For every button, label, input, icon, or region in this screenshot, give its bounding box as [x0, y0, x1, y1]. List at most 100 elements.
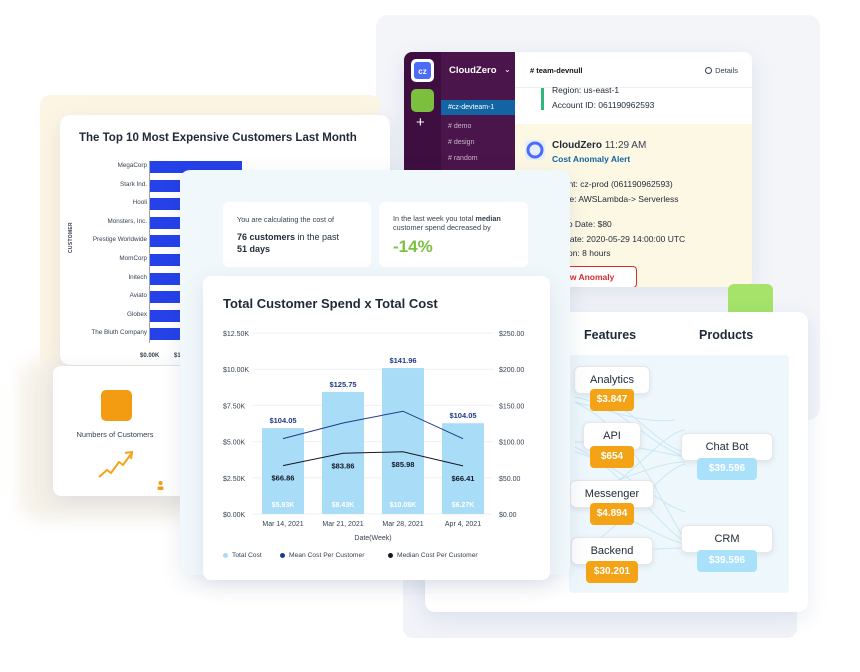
message-time[interactable]: 11:29 AM — [604, 140, 647, 151]
sender-name[interactable]: CloudZero — [552, 140, 602, 151]
right-tick-label: $50.00 — [499, 476, 521, 483]
legend-swatch — [388, 552, 393, 558]
customer-label: Prestige Worldwide — [92, 236, 147, 244]
legend-mean-cost[interactable]: Mean Cost Per Customer — [280, 552, 364, 559]
sidebar-channel-random[interactable]: # random — [448, 155, 478, 162]
right-tick-label: $250.00 — [499, 331, 524, 338]
x-tick-label: Mar 28, 2021 — [382, 521, 423, 528]
left-tick-label: $5.00K — [223, 440, 246, 447]
total-cost-bar[interactable] — [262, 428, 304, 514]
mean-cost-label: $125.75 — [329, 380, 356, 389]
legend-label: Total Cost — [232, 552, 262, 559]
product-chat-bot[interactable]: Chat Bot — [681, 433, 773, 461]
median-spend-stat: In the last week you total median custom… — [379, 202, 528, 267]
legend-median-cost[interactable]: Median Cost Per Customer — [388, 552, 478, 559]
mean-cost-label: $104.05 — [269, 416, 296, 425]
customer-label: Initech — [128, 273, 147, 281]
median-cost-line — [282, 451, 464, 467]
total-cost-bar[interactable] — [382, 368, 424, 514]
x-tick-label: Apr 4, 2021 — [445, 521, 481, 528]
calc-customers-line: 76 customers in the past — [237, 232, 339, 242]
feature-messenger-cost: $4.894 — [590, 503, 634, 525]
spend-vs-cost-chart: Total Customer Spend x Total Cost $12.50… — [203, 276, 550, 580]
calc-customers-stat: You are calculating the cost of 76 custo… — [223, 202, 371, 267]
legend-swatch — [280, 552, 285, 558]
workspace-2-icon[interactable] — [411, 89, 434, 112]
right-tick-label: $200.00 — [499, 367, 524, 374]
sidebar-channel-demo[interactable]: # demo — [448, 123, 472, 130]
feature-analytics-cost: $3.847 — [590, 389, 634, 411]
legend-swatch — [223, 552, 228, 558]
customer-label: Globex — [127, 310, 147, 318]
numbers-of-customers-card: Numbers of Customers — [53, 366, 193, 496]
right-tick-label: $150.00 — [499, 403, 524, 410]
feature-backend-cost: $30.201 — [586, 561, 638, 583]
mean-cost-label: $141.96 — [389, 356, 416, 365]
cloudzero-workspace-icon[interactable]: cz — [411, 59, 434, 82]
numbers-of-customers-label: Numbers of Customers — [76, 430, 154, 439]
alert-line: ount: cz-prod (061190962593) — [559, 179, 673, 189]
details-button[interactable]: Details — [705, 66, 738, 75]
channel-name[interactable]: # team-devnull — [530, 66, 583, 75]
legend-label: Mean Cost Per Customer — [289, 552, 365, 559]
workspace-name[interactable]: CloudZero — [449, 65, 497, 76]
left-tick-label: $0.00K — [223, 512, 246, 519]
product-crm-cost: $39.596 — [697, 550, 757, 572]
left-tick-label: $2.50K — [223, 476, 246, 483]
alert-title[interactable]: Cost Anomaly Alert — [552, 154, 631, 164]
total-cost-bar[interactable] — [442, 423, 484, 514]
alert-line: vice: AWSLambda-> Serverless — [559, 194, 679, 204]
customer-label: Stark Ind. — [120, 180, 147, 188]
x-tick-label: Mar 14, 2021 — [262, 521, 303, 528]
info-icon — [705, 67, 713, 74]
left-tick-label: $7.50K — [223, 403, 246, 410]
features-products-card: Features Products Analytics $3.847 API $… — [425, 312, 808, 612]
left-tick-label: $12.50K — [223, 331, 249, 338]
calc-customers-suffix: in the past — [295, 232, 340, 242]
feature-api[interactable]: API — [583, 422, 641, 450]
customer-label: MegaCorp — [117, 162, 147, 169]
product-crm[interactable]: CRM — [681, 525, 773, 553]
mean-cost-label: $104.05 — [449, 411, 476, 420]
median-spend-caption-2: customer spend decreased by — [393, 223, 491, 232]
customer-label: MomCorp — [119, 255, 147, 262]
calc-customers-count: 76 customers — [237, 232, 296, 242]
mean-cost-line — [282, 410, 464, 440]
customer-label: Monsters, Inc. — [107, 217, 147, 225]
median-cost-label: $66.41 — [452, 474, 475, 483]
cloudzero-avatar[interactable] — [525, 140, 545, 160]
right-tick-label: $100.00 — [499, 440, 524, 447]
calc-days: 51 days — [237, 244, 271, 254]
account-text: Account ID: 061190962593 — [552, 100, 655, 110]
region-text: Region: us-east-1 — [552, 85, 620, 95]
customer-label: The Bluth Company — [91, 329, 147, 337]
median-cost-label: $83.86 — [332, 461, 355, 470]
x-axis-label: Date(Week) — [354, 535, 391, 542]
user-icon — [101, 390, 166, 493]
features-header: Features — [584, 328, 637, 342]
right-tick-label: $0.00 — [499, 512, 517, 519]
sidebar-channel-design[interactable]: # design — [448, 139, 475, 146]
customer-label: Hooli — [132, 199, 147, 207]
channel-header: # team-devnull Details — [515, 52, 752, 88]
chart-canvas: $12.50K $10.00K $7.50K $5.00K $2.50K $0.00K $2… — [223, 331, 524, 542]
add-workspace-icon[interactable]: + — [416, 114, 425, 131]
previous-message: Region: us-east-1 Account ID: 0611909625… — [515, 85, 752, 124]
legend-total-cost[interactable]: Total Cost — [223, 552, 262, 559]
alert-line: : To Date: $80 — [559, 219, 612, 229]
attachment-bar — [541, 88, 544, 110]
median-spend-change: -14% — [393, 237, 433, 256]
median-cost-label: $85.98 — [392, 460, 415, 469]
total-cost-label: $10.08K — [390, 502, 416, 509]
median-spend-caption-bold: median — [475, 214, 501, 223]
total-cost-label: $6.27K — [452, 502, 475, 509]
trend-up-icon — [98, 450, 134, 478]
message-sender-line: CloudZero 11:29 AM — [552, 140, 646, 151]
chevron-down-icon[interactable]: ⌄ — [504, 65, 511, 74]
calc-customers-caption: You are calculating the cost of — [237, 215, 335, 224]
left-tick-label: $10.00K — [223, 367, 249, 374]
top-customers-xtick: $0.00K — [140, 353, 160, 359]
sidebar-channel-cz-devteam-1[interactable]: #cz-devteam-1 — [441, 100, 515, 115]
feature-api-cost: $654 — [590, 446, 634, 468]
legend-label: Median Cost Per Customer — [397, 552, 478, 559]
